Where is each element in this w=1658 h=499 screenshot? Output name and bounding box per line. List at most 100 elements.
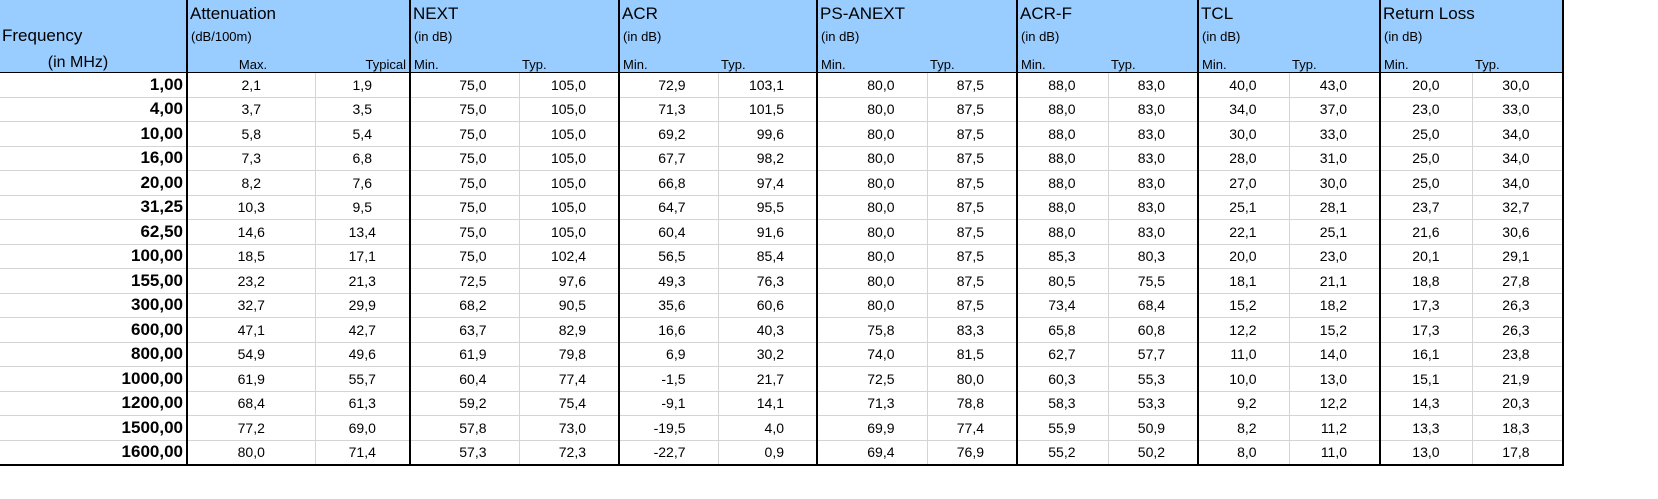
value-cell[interactable]: 75,8 (816, 317, 928, 343)
value-cell[interactable]: -19,5 (618, 415, 719, 441)
value-cell[interactable]: 25,1 (1197, 195, 1290, 220)
value-cell[interactable]: 77,4 (927, 415, 1018, 441)
value-cell[interactable]: 83,0 (1108, 219, 1199, 245)
value-cell[interactable]: 16,1 (1379, 342, 1473, 367)
value-cell[interactable]: 12,2 (1197, 317, 1290, 343)
value-cell[interactable]: 23,8 (1472, 342, 1563, 367)
value-cell[interactable]: 80,5 (1016, 268, 1109, 294)
value-cell[interactable]: 85,4 (718, 244, 818, 269)
value-cell[interactable]: 35,6 (618, 293, 719, 318)
value-cell[interactable]: 17,1 (315, 244, 411, 269)
value-cell[interactable]: 26,3 (1472, 317, 1563, 343)
value-cell[interactable]: 83,0 (1108, 146, 1199, 171)
value-cell[interactable]: 20,0 (1379, 72, 1473, 98)
value-cell[interactable]: -9,1 (618, 391, 719, 416)
value-cell[interactable]: 60,4 (618, 219, 719, 245)
value-cell[interactable]: 80,0 (816, 195, 928, 220)
value-cell[interactable]: 97,6 (519, 268, 620, 294)
value-cell[interactable]: 30,6 (1472, 219, 1563, 245)
value-cell[interactable]: 60,3 (1016, 366, 1109, 392)
value-cell[interactable]: 75,4 (519, 391, 620, 416)
value-cell[interactable]: 83,0 (1108, 195, 1199, 220)
value-cell[interactable]: 20,1 (1379, 244, 1473, 269)
value-cell[interactable]: 8,2 (1197, 415, 1290, 441)
value-cell[interactable]: 33,0 (1472, 97, 1563, 122)
value-cell[interactable]: 61,3 (315, 391, 411, 416)
header-attenuation[interactable]: Attenuation (185, 0, 411, 24)
value-cell[interactable]: 60,8 (1108, 317, 1199, 343)
frequency-cell[interactable]: 1600,00 (0, 440, 187, 466)
value-cell[interactable]: 21,7 (718, 366, 818, 392)
value-cell[interactable]: 88,0 (1016, 97, 1109, 122)
value-cell[interactable]: 97,4 (718, 170, 818, 196)
value-cell[interactable]: 87,5 (927, 268, 1018, 294)
value-cell[interactable]: 28,1 (1289, 195, 1381, 220)
value-cell[interactable]: 18,8 (1379, 268, 1473, 294)
value-cell[interactable]: 105,0 (519, 219, 620, 245)
value-cell[interactable]: 61,9 (409, 342, 520, 367)
value-cell[interactable]: 62,7 (1016, 342, 1109, 367)
value-cell[interactable]: 85,3 (1016, 244, 1109, 269)
frequency-cell[interactable]: 1,00 (0, 72, 187, 98)
value-cell[interactable]: 5,8 (186, 121, 316, 147)
value-cell[interactable]: 33,0 (1289, 121, 1381, 147)
value-cell[interactable]: 71,3 (816, 391, 928, 416)
value-cell[interactable]: 83,0 (1108, 121, 1199, 147)
value-cell[interactable]: 25,1 (1289, 219, 1381, 245)
value-cell[interactable]: 53,3 (1108, 391, 1199, 416)
value-cell[interactable]: 50,2 (1108, 440, 1199, 466)
value-cell[interactable]: 71,3 (618, 97, 719, 122)
value-cell[interactable]: 28,0 (1197, 146, 1290, 171)
header-return-loss[interactable]: Return Loss (1379, 0, 1563, 24)
header-acr[interactable]: ACR (618, 0, 818, 24)
value-cell[interactable]: 67,7 (618, 146, 719, 171)
value-cell[interactable]: 34,0 (1472, 121, 1563, 147)
value-cell[interactable]: 103,1 (718, 72, 818, 98)
value-cell[interactable]: 17,3 (1379, 293, 1473, 318)
value-cell[interactable]: 101,5 (718, 97, 818, 122)
value-cell[interactable]: 42,7 (315, 317, 411, 343)
value-cell[interactable]: 69,2 (618, 121, 719, 147)
value-cell[interactable]: 95,5 (718, 195, 818, 220)
value-cell[interactable]: 105,0 (519, 146, 620, 171)
value-cell[interactable]: 34,0 (1472, 146, 1563, 171)
value-cell[interactable]: 88,0 (1016, 121, 1109, 147)
value-cell[interactable]: 75,0 (409, 146, 520, 171)
header-ps-anext[interactable]: PS-ANEXT (816, 0, 1018, 24)
value-cell[interactable]: 87,5 (927, 219, 1018, 245)
value-cell[interactable]: 88,0 (1016, 72, 1109, 98)
value-cell[interactable]: 88,0 (1016, 195, 1109, 220)
value-cell[interactable]: 75,0 (409, 219, 520, 245)
frequency-cell[interactable]: 800,00 (0, 342, 187, 367)
value-cell[interactable]: 18,1 (1197, 268, 1290, 294)
value-cell[interactable]: 11,0 (1289, 440, 1381, 466)
value-cell[interactable]: 4,0 (718, 415, 818, 441)
value-cell[interactable]: 40,3 (718, 317, 818, 343)
value-cell[interactable]: 49,3 (618, 268, 719, 294)
value-cell[interactable]: 30,2 (718, 342, 818, 367)
value-cell[interactable]: 80,0 (816, 244, 928, 269)
value-cell[interactable]: 75,0 (409, 195, 520, 220)
value-cell[interactable]: 91,6 (718, 219, 818, 245)
value-cell[interactable]: 21,9 (1472, 366, 1563, 392)
value-cell[interactable]: 23,0 (1289, 244, 1381, 269)
value-cell[interactable]: 7,6 (315, 170, 411, 196)
value-cell[interactable]: 13,0 (1379, 440, 1473, 466)
value-cell[interactable]: 72,3 (519, 440, 620, 466)
value-cell[interactable]: 3,5 (315, 97, 411, 122)
value-cell[interactable]: 102,4 (519, 244, 620, 269)
value-cell[interactable]: 80,3 (1108, 244, 1199, 269)
value-cell[interactable]: 23,0 (1379, 97, 1473, 122)
value-cell[interactable]: 75,0 (409, 121, 520, 147)
value-cell[interactable]: 57,7 (1108, 342, 1199, 367)
value-cell[interactable]: 87,5 (927, 146, 1018, 171)
value-cell[interactable]: 105,0 (519, 97, 620, 122)
value-cell[interactable]: 9,2 (1197, 391, 1290, 416)
value-cell[interactable]: 90,5 (519, 293, 620, 318)
frequency-cell[interactable]: 600,00 (0, 317, 187, 343)
value-cell[interactable]: 15,1 (1379, 366, 1473, 392)
value-cell[interactable]: 11,0 (1197, 342, 1290, 367)
value-cell[interactable]: 9,5 (315, 195, 411, 220)
value-cell[interactable]: 30,0 (1197, 121, 1290, 147)
value-cell[interactable]: 75,5 (1108, 268, 1199, 294)
